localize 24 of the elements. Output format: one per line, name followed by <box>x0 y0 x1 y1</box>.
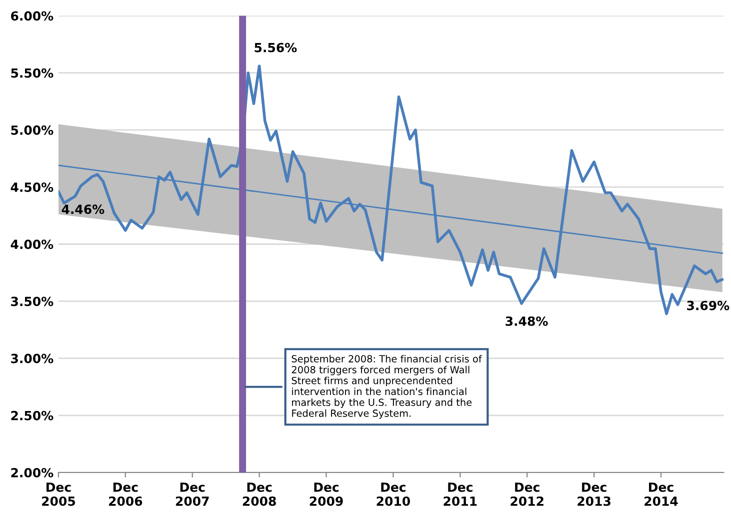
x-tick-label: Dec 2007 <box>176 482 209 506</box>
x-tick-label: Dec 2012 <box>510 482 544 506</box>
y-tick-label: 3.00% <box>11 354 54 364</box>
x-tick-label: Dec 2008 <box>242 482 276 506</box>
x-tick-label: Dec 2005 <box>42 482 75 506</box>
annotation: 5.56% <box>254 42 297 52</box>
y-tick-label: 4.50% <box>10 182 54 192</box>
y-tick-label: 4.00% <box>10 240 54 250</box>
annotation: September 2008: The financial crisis of 2008 triggers forced mergers of Wall Street firms and unprecendented intervention in the nation's financial markets by the U.S. Treasury and the Federal Reserve System. <box>292 354 482 419</box>
y-tick-label: 6.00% <box>11 11 54 21</box>
annotation: 4.46% <box>62 204 104 214</box>
x-tick-label: Dec 2013 <box>578 482 610 506</box>
x-tick-label: Dec 2009 <box>310 482 343 506</box>
x-tick-label: Dec 2010 <box>376 482 410 506</box>
x-tick-label: Dec 2006 <box>109 482 142 506</box>
y-tick-label: 3.50% <box>11 296 54 306</box>
y-tick-label: 2.00% <box>11 468 54 478</box>
annotation: 3.48% <box>506 316 548 326</box>
y-tick-label: 5.50% <box>11 68 54 78</box>
y-tick-label: 2.50% <box>11 410 54 420</box>
y-tick-label: 5.00% <box>11 125 54 135</box>
x-tick-label: Dec 2014 <box>644 482 678 506</box>
annotation: 3.69% <box>687 300 730 310</box>
x-tick-label: Dec 2011 <box>444 482 477 506</box>
